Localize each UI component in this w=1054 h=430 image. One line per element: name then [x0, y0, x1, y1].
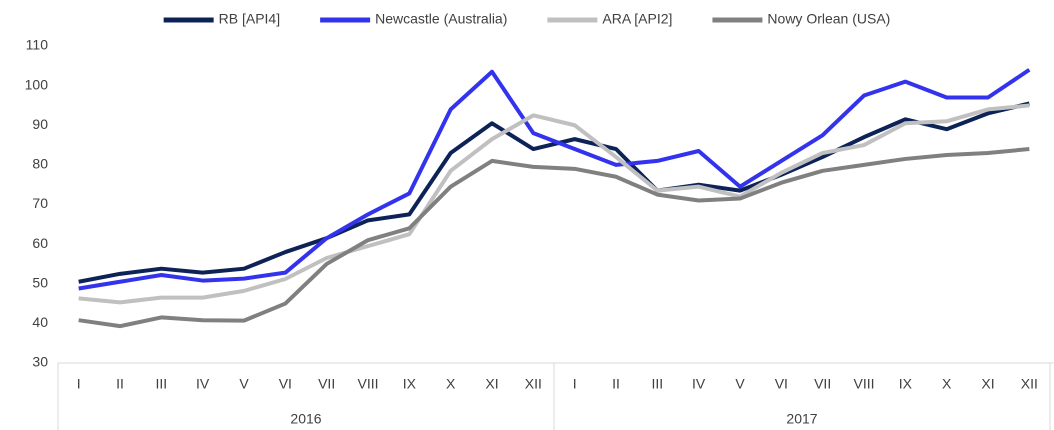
x-tick-label: XII: [525, 376, 542, 392]
x-tick-label: VII: [814, 376, 831, 392]
x-tick-label: III: [155, 376, 167, 392]
x-tick-label: X: [942, 376, 952, 392]
series-line: [78, 101, 1030, 284]
y-tick-label: 100: [25, 76, 49, 92]
x-tick-label: VI: [775, 376, 788, 392]
x-tick-label: II: [116, 376, 124, 392]
group-label: 2017: [786, 411, 817, 427]
legend-label: Newcastle (Australia): [375, 11, 507, 27]
y-tick-label: 70: [32, 195, 48, 211]
x-tick-label: X: [446, 376, 456, 392]
x-tick-label: XII: [1021, 376, 1038, 392]
series-line: [78, 103, 1030, 305]
x-tick-label: IX: [403, 376, 417, 392]
x-tick-label: IX: [899, 376, 913, 392]
x-tick-label: VIII: [853, 376, 874, 392]
y-tick-label: 40: [32, 314, 48, 330]
y-tick-label: 50: [32, 274, 48, 290]
x-tick-label: VI: [279, 376, 292, 392]
x-tick-label: XI: [485, 376, 498, 392]
x-tick-label: VIII: [357, 376, 378, 392]
y-tick-label: 60: [32, 235, 48, 251]
y-tick-label: 80: [32, 156, 48, 172]
x-tick-label: IV: [692, 376, 706, 392]
y-tick-label: 30: [32, 354, 48, 370]
legend-label: ARA [API2]: [602, 11, 672, 27]
x-tick-label: II: [612, 376, 620, 392]
y-tick-label: 110: [26, 37, 49, 53]
x-tick-label: V: [735, 376, 745, 392]
x-tick-label: III: [651, 376, 663, 392]
x-tick-label: VII: [318, 376, 335, 392]
x-tick-label: XI: [981, 376, 994, 392]
y-tick-label: 90: [32, 116, 48, 132]
series-line: [78, 147, 1030, 329]
x-tick-label: I: [573, 376, 577, 392]
x-tick-label: I: [77, 376, 81, 392]
legend-label: Nowy Orlean (USA): [767, 11, 890, 27]
x-tick-label: V: [239, 376, 249, 392]
series-line: [78, 68, 1031, 291]
group-label: 2016: [290, 411, 321, 427]
x-tick-label: IV: [196, 376, 210, 392]
legend-label: RB [API4]: [219, 11, 280, 27]
